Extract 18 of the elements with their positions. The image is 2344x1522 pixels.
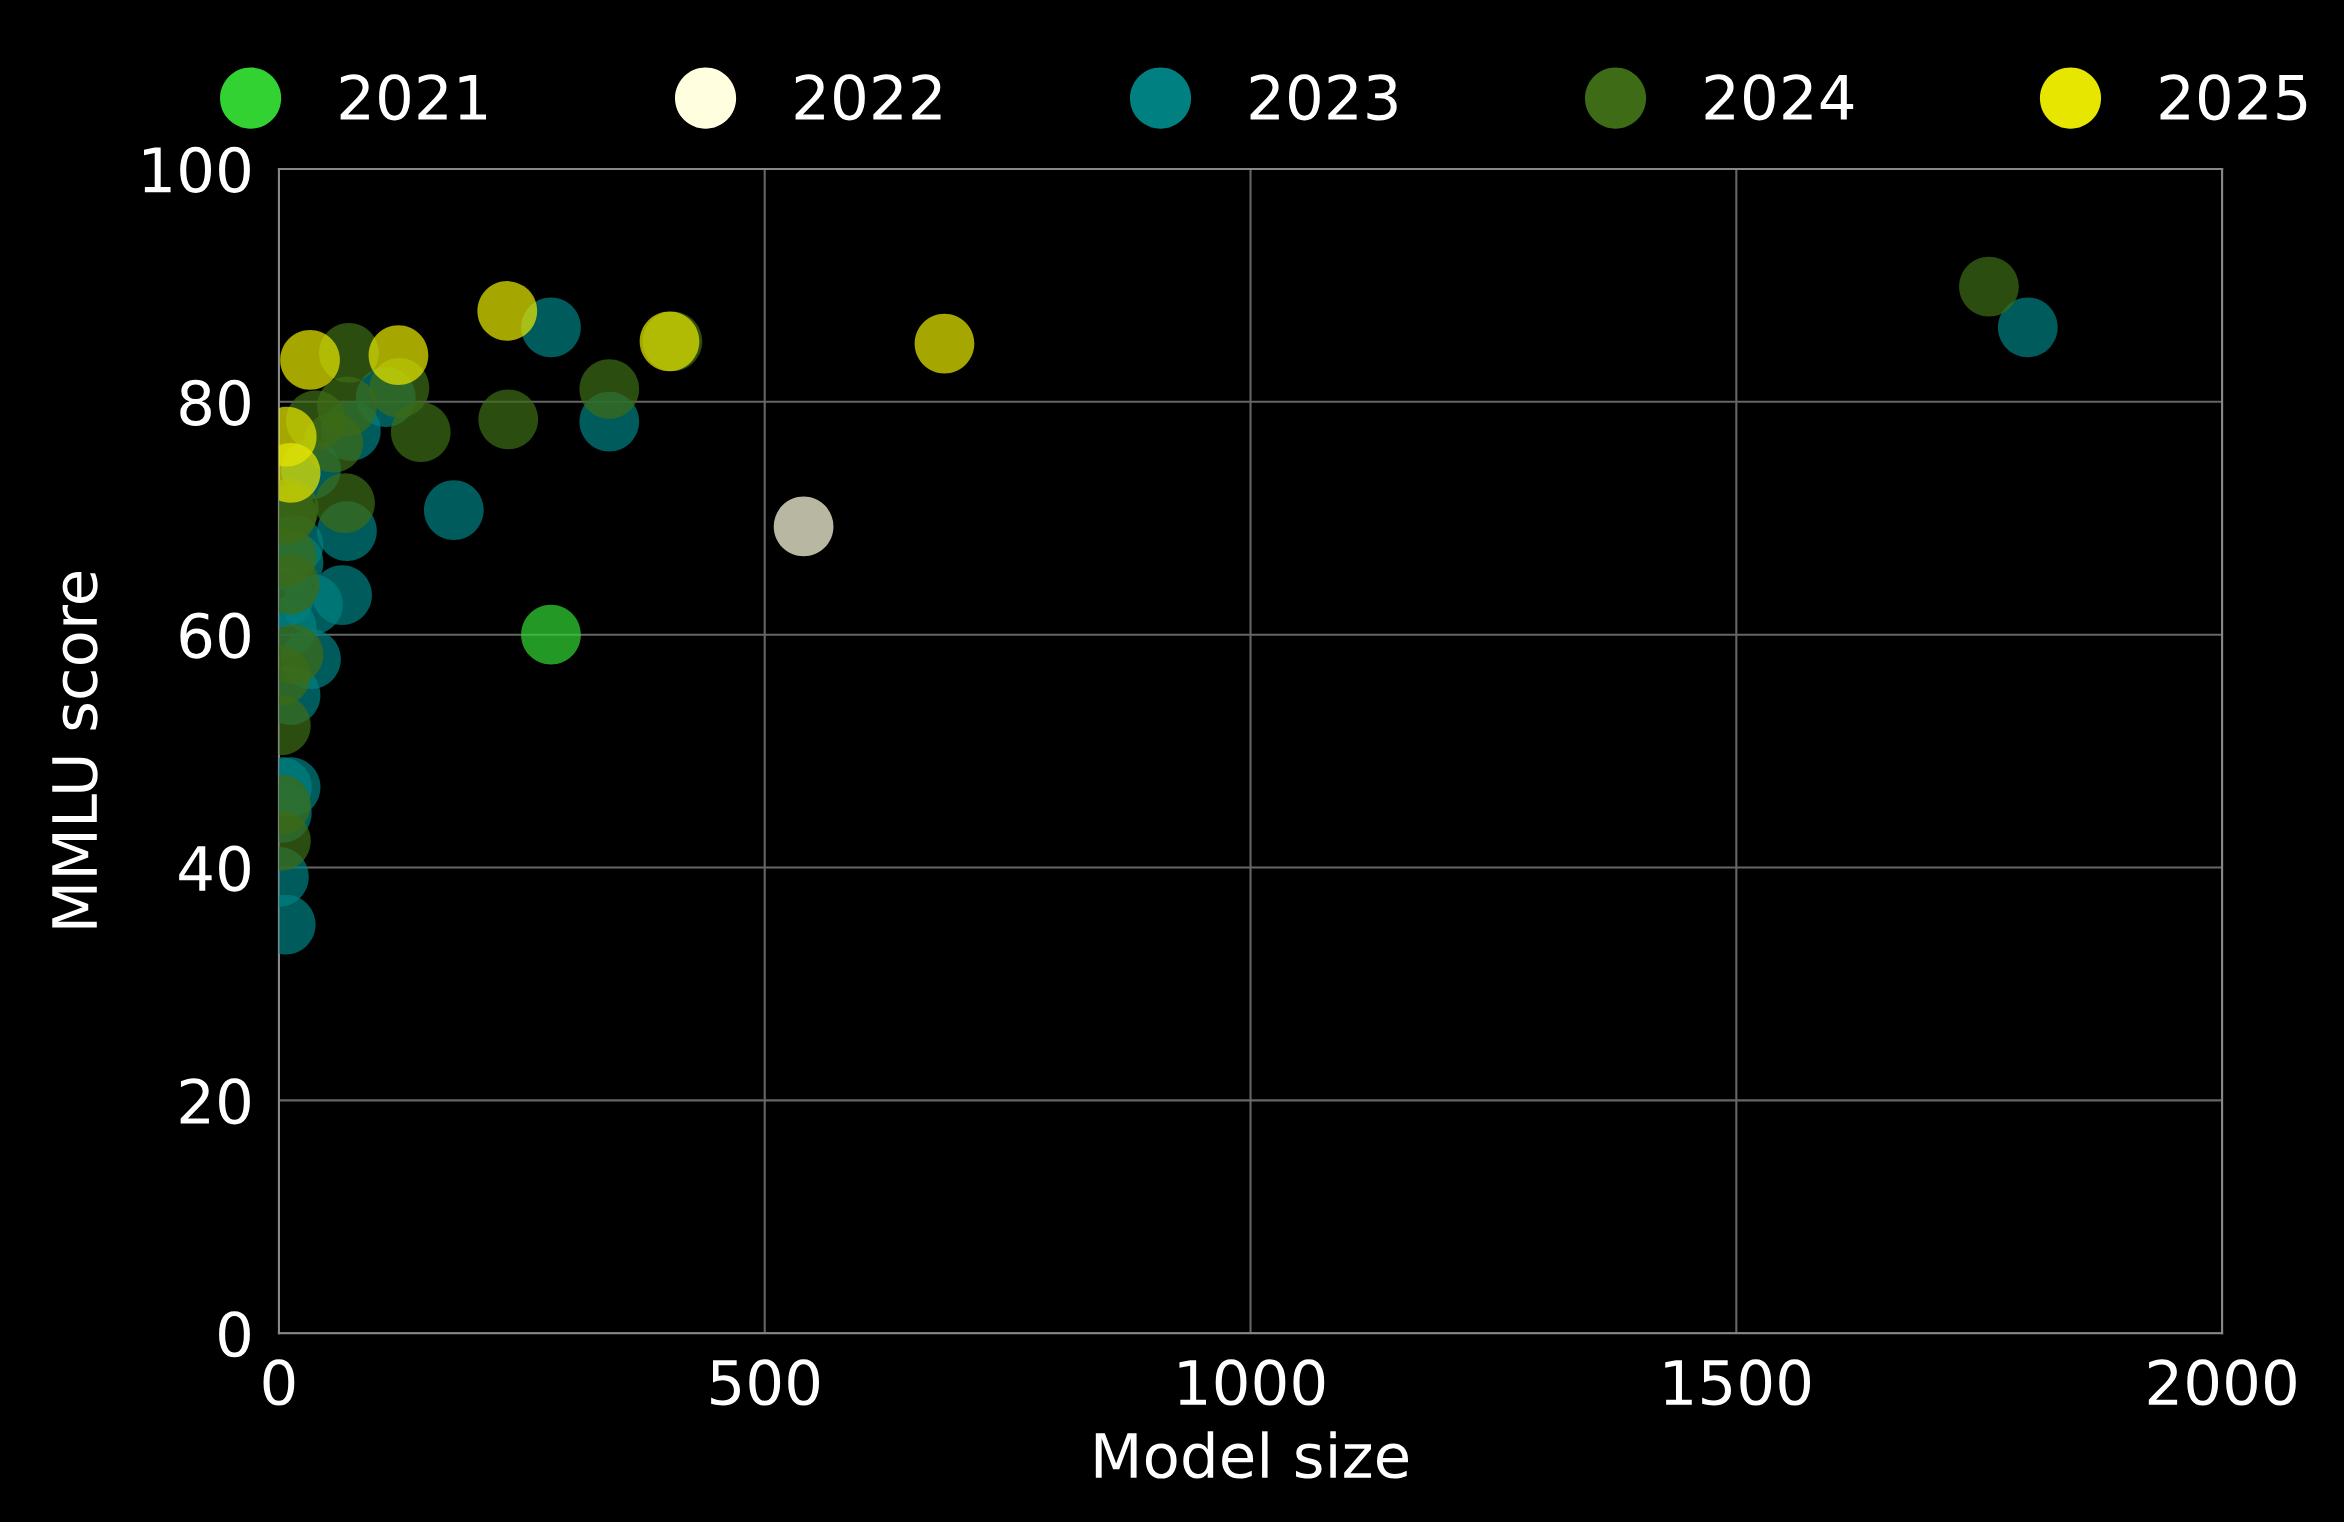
y-axis-title: MMLU score bbox=[52, 571, 98, 928]
x-tick-label: 1000 bbox=[1179, 1359, 1325, 1406]
x-tick-label: 500 bbox=[711, 1359, 819, 1406]
legend-label: 2021 bbox=[340, 74, 487, 121]
x-tick-label: 0 bbox=[263, 1359, 295, 1406]
y-tick-label: 40 bbox=[179, 845, 250, 892]
x-tick-label: 2000 bbox=[2148, 1359, 2296, 1406]
legend-label: 2024 bbox=[1705, 74, 1854, 121]
y-tick-label: 60 bbox=[180, 612, 250, 659]
y-tick-label: 20 bbox=[180, 1078, 250, 1125]
legend-label: 2022 bbox=[795, 74, 941, 121]
x-tick-label: 1500 bbox=[1665, 1359, 1811, 1406]
legend-label: 2023 bbox=[1250, 74, 1397, 121]
y-tick-label: 0 bbox=[219, 1311, 250, 1358]
x-axis-title: Model size bbox=[1095, 1431, 1408, 1479]
legend-label: 2025 bbox=[2160, 74, 2307, 121]
y-tick-label: 80 bbox=[180, 379, 250, 426]
y-tick-label: 100 bbox=[144, 146, 250, 194]
